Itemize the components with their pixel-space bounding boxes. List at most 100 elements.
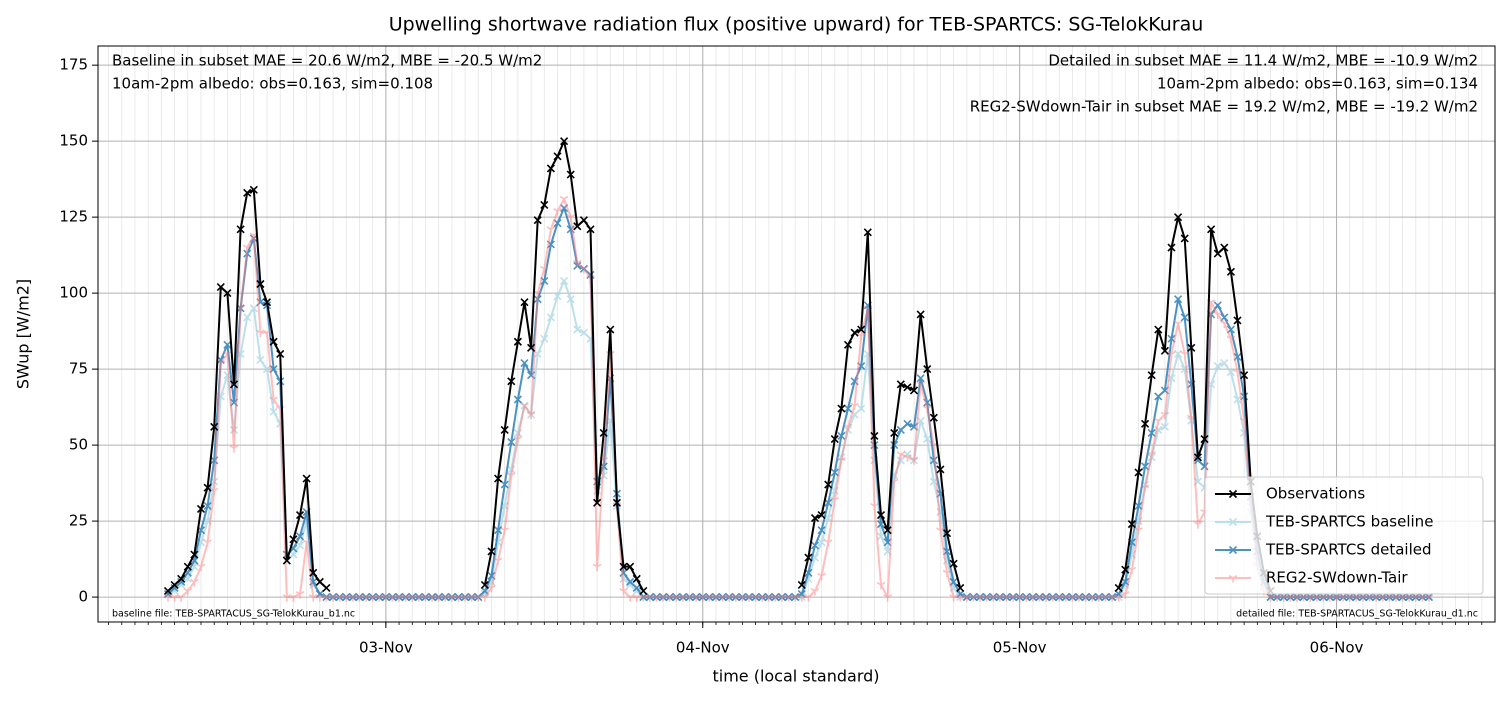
marker [837,431,846,441]
plot-frame [97,45,1496,623]
marker [903,419,912,428]
marker [1193,521,1203,529]
marker [500,425,509,434]
marker [539,265,549,274]
marker [1147,428,1156,438]
annotation: Baseline in subset MAE = 20.6 W/m2, MBE … [112,52,542,70]
y-tick-label: 100 [59,284,88,302]
marker [909,457,919,465]
marker [824,498,833,507]
marker [295,591,305,599]
marker [1233,369,1242,377]
legend-entry [1215,489,1251,499]
marker [929,413,938,422]
marker [209,487,219,496]
marker [170,583,179,593]
marker [1127,566,1137,575]
marker [1213,362,1222,371]
x-tick-label: 03-Nov [359,639,413,657]
marker [176,594,186,602]
marker [203,501,212,510]
marker [1213,301,1222,310]
marker [573,259,582,268]
marker [942,529,952,538]
marker [1424,594,1434,602]
marker [190,550,199,559]
marker [632,574,641,583]
marker [553,152,562,161]
marker [1173,320,1183,329]
marker [309,568,318,577]
marker [1154,325,1163,334]
marker [593,498,602,507]
legend-label: Observations [1266,485,1365,503]
marker [302,539,311,547]
marker [896,451,906,459]
marker [1226,335,1236,344]
marker [573,222,582,231]
marker [1141,462,1150,471]
marker [559,195,569,204]
marker [1200,434,1209,444]
marker [203,483,212,492]
marker [1160,411,1170,420]
marker [210,422,219,431]
marker [177,580,186,589]
marker [810,541,820,550]
marker [1127,520,1136,529]
marker [916,374,925,383]
marker [923,434,932,444]
marker [909,386,919,395]
y-tick-label: 175 [59,56,88,74]
x-tick-label: 05-Nov [993,639,1047,657]
marker [579,328,588,337]
marker [289,535,298,544]
marker [856,332,866,341]
marker [1180,350,1190,359]
marker [1147,371,1156,380]
marker [560,276,569,286]
marker [810,513,820,523]
marker [824,480,833,489]
marker [295,510,305,520]
marker [870,431,879,441]
marker [229,380,239,389]
marker [1233,395,1242,404]
marker [883,594,892,602]
marker [896,425,905,434]
y-tick-label: 75 [69,360,88,378]
marker [295,541,305,550]
marker [494,474,503,483]
marker [560,137,569,146]
marker [817,538,826,547]
legend-entry [1215,545,1251,555]
marker [837,404,846,413]
marker [923,365,932,374]
marker [890,428,899,438]
marker [196,504,206,513]
legend: Observations TEB-SPARTCS baseline TEB-SPAR… [1204,476,1484,595]
marker [837,457,846,465]
legend-label: REG2-SWdown-Tair [1266,569,1408,587]
marker [269,396,278,405]
marker [1147,451,1156,459]
marker [513,436,523,444]
marker [942,569,952,578]
marker [619,588,628,596]
marker [170,580,179,589]
marker [229,445,239,453]
marker [223,289,232,298]
marker [857,404,866,413]
marker [626,562,635,571]
marker [619,562,628,571]
marker [1213,249,1222,258]
marker [480,594,490,602]
annotation: 10am-2pm albedo: obs=0.163, sim=0.134 [1157,75,1478,93]
marker [1180,234,1189,243]
marker [1174,295,1183,304]
marker [566,295,575,304]
marker [276,349,285,358]
marker [903,454,912,462]
marker [216,282,225,292]
marker [520,402,529,411]
